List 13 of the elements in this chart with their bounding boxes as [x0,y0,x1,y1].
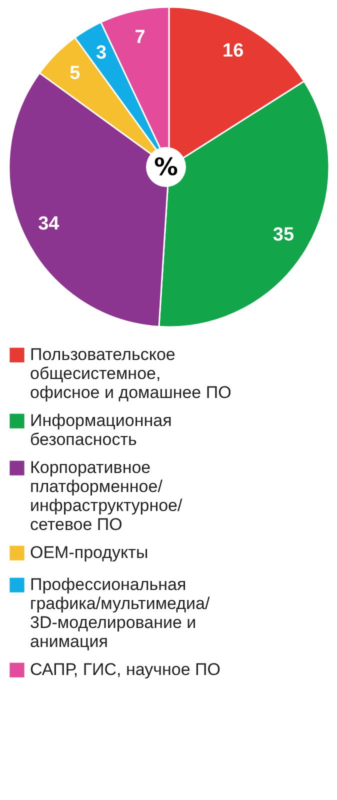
data-label: 34 [38,214,60,235]
legend-label: Корпоративное платформенное/ инфраструктурное/ сетевое ПО [30,458,182,534]
data-label: 5 [70,62,81,84]
data-label: 7 [134,27,146,48]
data-label: 35 [272,224,294,246]
legend-label: Профессиональная графика/мультимедиа/ 3D-моделирование и анимация [30,575,210,651]
legend-label: ОЕМ-продукты [30,543,148,562]
legend-label: Пользовательское общесистемное, офисное и домашнее ПО [30,345,232,402]
data-label: 3 [96,42,107,64]
text: % [146,147,186,187]
legend-label: САПР, ГИС, научное ПО [30,660,220,679]
legend-label: Информационная безопасность [30,411,172,449]
data-label: 16 [222,40,244,62]
